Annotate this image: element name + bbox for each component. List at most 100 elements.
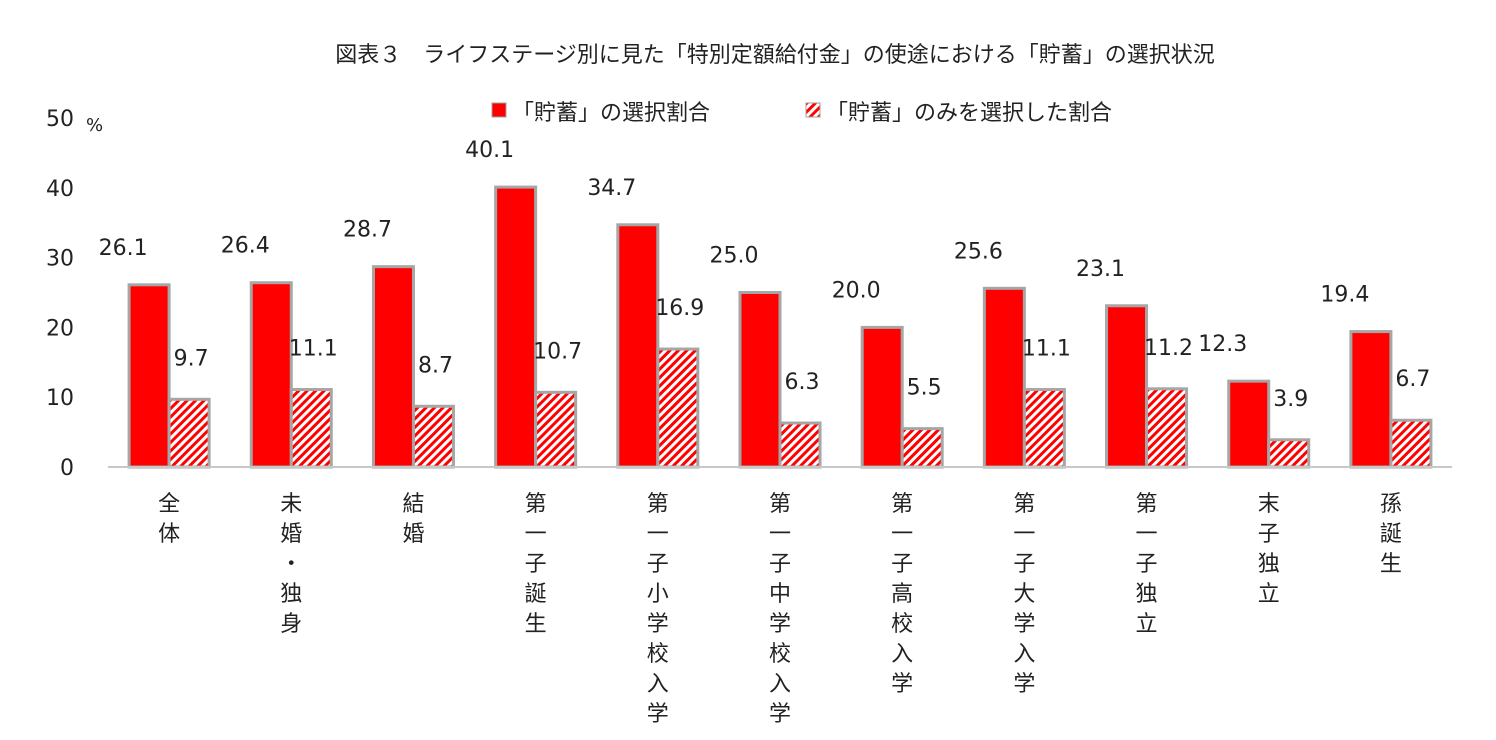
category-label-char: 立: [1136, 612, 1158, 637]
category-label-char: 入: [769, 672, 791, 697]
category-label-char: 一: [525, 522, 547, 547]
bar-savings: [249, 281, 293, 469]
data-label-savings: 23.1: [1076, 257, 1125, 282]
bar-savings-only: [1022, 388, 1066, 469]
data-label-savings: 28.7: [343, 218, 392, 243]
bar-savings-only: [534, 390, 578, 469]
category-label-char: 生: [1380, 552, 1402, 577]
bar-savings-only: [167, 397, 211, 469]
category-label-char: 学: [1013, 672, 1035, 697]
category-label-char: 未: [280, 492, 302, 517]
category-label-char: 校: [769, 642, 791, 667]
category-label-char: 学: [769, 702, 791, 727]
category-label-char: 学: [1013, 612, 1035, 637]
bar-savings: [982, 286, 1026, 469]
data-label-savings: 25.0: [710, 244, 759, 269]
category-label-char: 子: [1258, 522, 1280, 547]
bar-savings-only: [1267, 438, 1311, 469]
legend-swatch-solid: [491, 102, 507, 118]
category-label-char: 学: [769, 612, 791, 637]
category-label-char: 中: [769, 582, 791, 607]
bars: [127, 185, 1433, 469]
category-label-char: 独: [1258, 552, 1280, 577]
chart-title: 図表３ ライフステージ別に見た「特別定額給付金」の使途における「貯蓄」の選択状況: [335, 43, 1215, 68]
category-label-char: 学: [647, 702, 669, 727]
category-label-char: 入: [1013, 642, 1035, 667]
category-labels: 全体未婚・独身結婚第一子誕生第一子小学校入学第一子中学校入学第一子高校入学第一子…: [158, 492, 1402, 727]
category-label-char: 身: [280, 612, 302, 637]
category-label-char: 誕: [1380, 522, 1402, 547]
category-label-char: 子: [891, 552, 913, 577]
data-label-savings-only: 5.5: [907, 376, 942, 401]
category-label-char: 入: [647, 672, 669, 697]
category-label-char: ・: [280, 552, 302, 577]
bar-savings-only: [1389, 418, 1433, 469]
y-tick-label: 10: [46, 386, 74, 411]
category-label-char: 校: [647, 642, 669, 667]
category-label-char: 一: [769, 522, 791, 547]
category-label-char: 婚: [280, 522, 302, 547]
data-label-savings: 40.1: [465, 138, 514, 163]
bar-savings: [738, 291, 782, 469]
category-label-char: 子: [1013, 552, 1035, 577]
data-label-savings-only: 9.7: [174, 346, 209, 371]
data-label-savings: 20.0: [832, 278, 881, 303]
category-label-char: 学: [647, 612, 669, 637]
bar-savings-only: [289, 388, 333, 469]
legend-label-solid: 「貯蓄」の選択割合: [512, 101, 710, 126]
legend-swatch-hatch: [805, 102, 821, 118]
category-label-char: 一: [1013, 522, 1035, 547]
category-label-char: 大: [1013, 582, 1035, 607]
category-label-char: 第: [769, 492, 791, 517]
bar-savings: [860, 325, 904, 469]
bar-savings: [1105, 304, 1149, 469]
category-label-char: 全: [158, 492, 180, 517]
category-label-char: 第: [1136, 492, 1158, 517]
y-axis-unit: %: [86, 115, 103, 136]
y-tick-label: 20: [46, 316, 74, 341]
category-label-char: 結: [402, 492, 424, 517]
y-tick-label: 30: [46, 247, 74, 272]
data-label-savings-only: 11.2: [1144, 336, 1193, 361]
y-axis: 0 10 20 30 40 50: [46, 107, 74, 481]
data-label-savings: 19.4: [1320, 283, 1369, 308]
bar-savings-only: [778, 421, 822, 469]
data-label-savings-only: 10.7: [533, 339, 582, 364]
bar-savings: [616, 223, 660, 469]
data-label-savings-only: 11.1: [289, 337, 338, 362]
legend-label-hatch: 「貯蓄」のみを選択した割合: [826, 101, 1112, 126]
category-label-char: 第: [647, 492, 669, 517]
category-label-char: 子: [1136, 552, 1158, 577]
data-label-savings-only: 16.9: [655, 296, 704, 321]
bar-savings-only: [1145, 387, 1189, 469]
bar-savings-only: [900, 427, 944, 469]
category-label-char: 第: [525, 492, 547, 517]
data-label-savings-only: 11.1: [1022, 337, 1071, 362]
category-label-char: 立: [1258, 582, 1280, 607]
y-tick-label: 40: [46, 177, 74, 202]
category-label-char: 学: [891, 672, 913, 697]
category-label-char: 一: [1136, 522, 1158, 547]
category-label-char: 一: [891, 522, 913, 547]
bar-savings-only: [656, 347, 700, 469]
category-label-char: 子: [647, 552, 669, 577]
category-label-char: 末: [1258, 492, 1280, 517]
category-label-char: 体: [158, 522, 180, 547]
category-label-char: 子: [525, 552, 547, 577]
data-labels: 26.1 9.7 26.4 11.1 28.7 8.7 40.1 10.7 34.7 16.9 25…: [99, 138, 1431, 412]
category-label-char: 一: [647, 522, 669, 547]
category-label-char: 子: [769, 552, 791, 577]
bar-savings: [494, 185, 538, 469]
data-label-savings: 34.7: [587, 176, 636, 201]
category-label-char: 生: [525, 612, 547, 637]
data-label-savings-only: 3.9: [1273, 387, 1308, 412]
bar-savings: [1349, 330, 1393, 469]
y-tick-label: 0: [60, 456, 74, 481]
category-label-char: 誕: [525, 582, 547, 607]
data-label-savings-only: 6.3: [785, 370, 820, 395]
legend: 「貯蓄」の選択割合 「貯蓄」のみを選択した割合: [491, 101, 1112, 126]
category-label-char: 孫: [1380, 492, 1402, 517]
data-label-savings: 12.3: [1198, 332, 1247, 357]
category-label-char: 校: [891, 612, 913, 637]
